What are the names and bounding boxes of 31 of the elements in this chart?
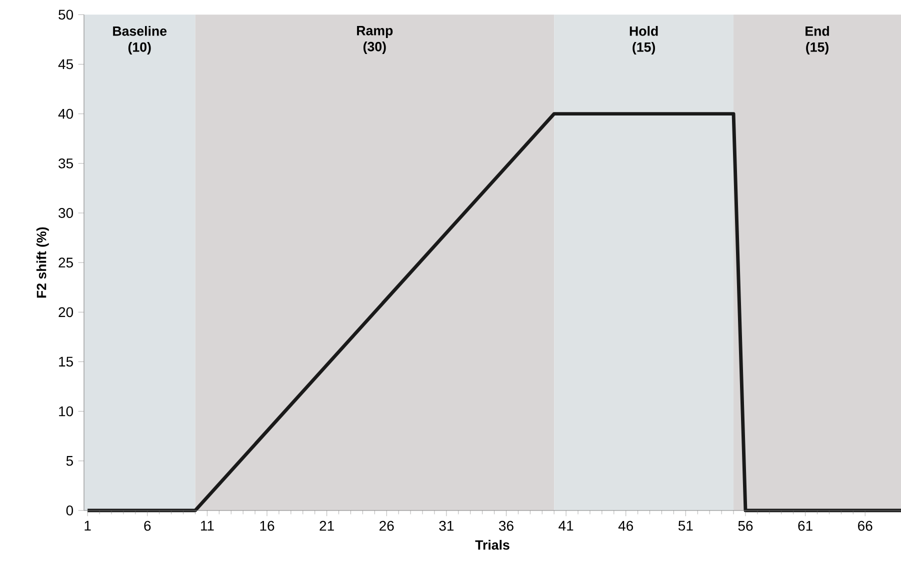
x-tick-label: 16 [260,520,274,531]
y-tick-label: 40 [58,108,74,119]
x-tick-label: 56 [738,520,753,531]
x-tick-label: 41 [558,520,574,531]
x-tick-label: 36 [498,520,514,531]
y-axis-title: F2 shift (%) [36,227,49,298]
x-tick-label: 26 [380,520,394,531]
x-tick-label: 31 [439,520,454,531]
band-label: End (15) [806,26,829,55]
y-tick-label: 20 [58,307,74,318]
band-label: Ramp (30) [357,26,393,54]
y-tick-label: 35 [58,158,73,168]
x-tick-label: 11 [200,520,214,531]
y-tick-label: 0 [66,506,74,516]
y-tick-label: 25 [58,258,73,268]
x-tick-label: 46 [618,520,634,531]
y-tick-label: 45 [58,59,73,70]
x-axis-title: Trials [475,540,510,550]
x-tick-label: 6 [144,520,151,531]
band-label: Baseline (10) [113,26,167,55]
y-tick-label: 50 [58,10,74,20]
y-tick-label: 10 [59,406,74,416]
y-tick-label: 5 [66,456,73,466]
y-tick-label: 15 [59,356,73,367]
x-tick-label: 51 [678,520,693,531]
x-tick-label: 1 [84,520,91,531]
y-tick-label: 30 [58,208,74,218]
band-label: Hold (15) [630,26,658,55]
x-tick-label: 66 [858,520,872,531]
x-tick-label: 21 [320,520,334,531]
x-tick-label: 61 [798,520,812,531]
